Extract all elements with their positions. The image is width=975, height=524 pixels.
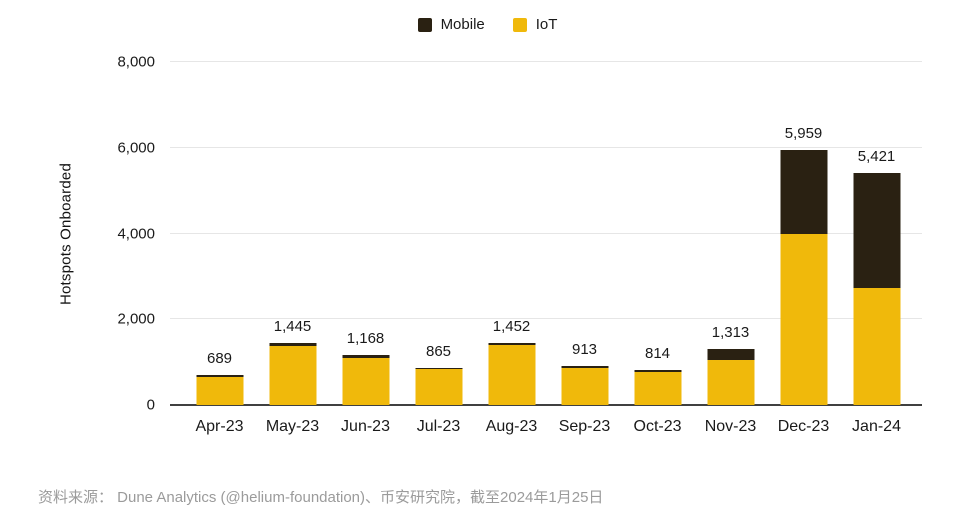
x-axis-label-Jun-23: Jun-23 [341,418,390,435]
bar-value-label: 913 [571,340,598,358]
bar-group-Aug-23: 1,452 Aug-23 [475,62,548,435]
bar-group-Jul-23: 865 Jul-23 [402,62,475,435]
stacked-bar-Jul-23 [415,367,462,405]
bar-segment-mobile [269,343,316,346]
bar-segment-iot [634,372,681,405]
x-axis-label-Dec-23: Dec-23 [777,418,830,435]
y-tick-label-4000: 4,000 [117,225,155,242]
bar-segment-iot [415,369,462,405]
stacked-bar-Apr-23 [196,375,243,405]
x-axis-label-Aug-23: Aug-23 [485,418,538,435]
legend-label-mobile: Mobile [440,16,485,33]
plot-area: 0 2,000 4,000 6,000 8,000 689 Apr-23 1,445 May-2… [117,54,922,435]
bar-value-label: 1,313 [711,323,750,341]
x-axis-label-Jul-23: Jul-23 [416,418,461,435]
bar-segment-iot [269,345,316,405]
bar-value-label: 814 [644,345,671,363]
y-tick-label-2000: 2,000 [117,310,155,328]
bar-group-Apr-23: 689 Apr-23 [183,62,256,435]
x-axis-label-Oct-23: Oct-23 [633,418,682,435]
bar-segment-mobile [780,149,827,235]
bar-group-Jun-23: 1,168 Jun-23 [329,62,402,435]
bar-value-label: 1,445 [273,318,312,336]
bar-segment-mobile [196,375,243,378]
x-axis-label-Apr-23: Apr-23 [195,418,244,435]
source-attribution: 资料来源： Dune Analytics (@helium-foundation… [38,489,604,506]
bar-segment-mobile [853,172,900,288]
chart-legend: Mobile IoT [0,16,975,33]
stacked-bar-Aug-23 [488,342,535,405]
iot-swatch-icon [512,17,527,32]
y-tick-label-6000: 6,000 [117,139,155,157]
bar-value-label: 1,452 [492,317,531,335]
x-axis-label-Sep-23: Sep-23 [558,418,611,435]
stacked-bar-Jan-24 [853,172,900,405]
bar-group-Jan-24: 5,421 Jan-24 [840,62,913,435]
bar-segment-iot [561,367,608,405]
stacked-bar-Oct-23 [634,370,681,405]
bar-segment-mobile [707,348,754,361]
gridline-y-2000 [170,318,922,320]
x-axis-label-Jan-24: Jan-24 [852,418,901,435]
x-axis-label-Nov-23: Nov-23 [704,418,757,435]
bar-segment-mobile [415,367,462,370]
gridline-y-6000 [170,146,922,148]
legend-item-mobile: Mobile [417,16,485,33]
stacked-bar-May-23 [269,343,316,405]
bar-group-Dec-23: 5,959 Dec-23 [767,62,840,435]
bar-group-Oct-23: 814 Oct-23 [621,62,694,435]
legend-label-iot: IoT [535,16,558,33]
y-axis-title: Hotspots Onboarded [57,162,75,306]
bar-value-label: 5,421 [857,147,896,165]
stacked-bar-Sep-23 [561,365,608,405]
mobile-swatch-icon [417,17,432,32]
stacked-bar-Jun-23 [342,354,389,405]
bar-segment-iot [196,377,243,405]
bar-value-label: 865 [425,342,452,360]
bar-segment-iot [488,344,535,405]
bar-group-May-23: 1,445 May-23 [256,62,329,435]
gridline-y-8000 [170,61,922,62]
gridline-y-4000 [170,232,922,234]
y-tick-label-8000: 8,000 [117,53,155,71]
bar-segment-iot [342,357,389,405]
stacked-bar-Dec-23 [780,149,827,405]
stacked-bar-Nov-23 [707,348,754,405]
bar-segment-iot [707,360,754,405]
x-axis-label-May-23: May-23 [265,418,320,435]
bar-segment-mobile [561,365,608,368]
bar-group-Nov-23: 1,313 Nov-23 [694,62,767,435]
bar-value-label: 689 [206,350,233,368]
bars-row: 689 Apr-23 1,445 May-23 1,168 Jun-23 865 Jul-23… [183,62,913,435]
bar-segment-mobile [634,370,681,373]
legend-item-iot: IoT [512,16,558,33]
bar-value-label: 5,959 [784,124,823,142]
bar-segment-mobile [342,354,389,358]
bar-group-Sep-23: 913 Sep-23 [548,62,621,435]
y-tick-label-0: 0 [146,396,155,414]
bar-segment-iot [853,287,900,405]
bar-segment-iot [780,234,827,405]
bar-value-label: 1,168 [346,329,385,347]
bar-segment-mobile [488,342,535,345]
x-axis-baseline [170,404,922,406]
